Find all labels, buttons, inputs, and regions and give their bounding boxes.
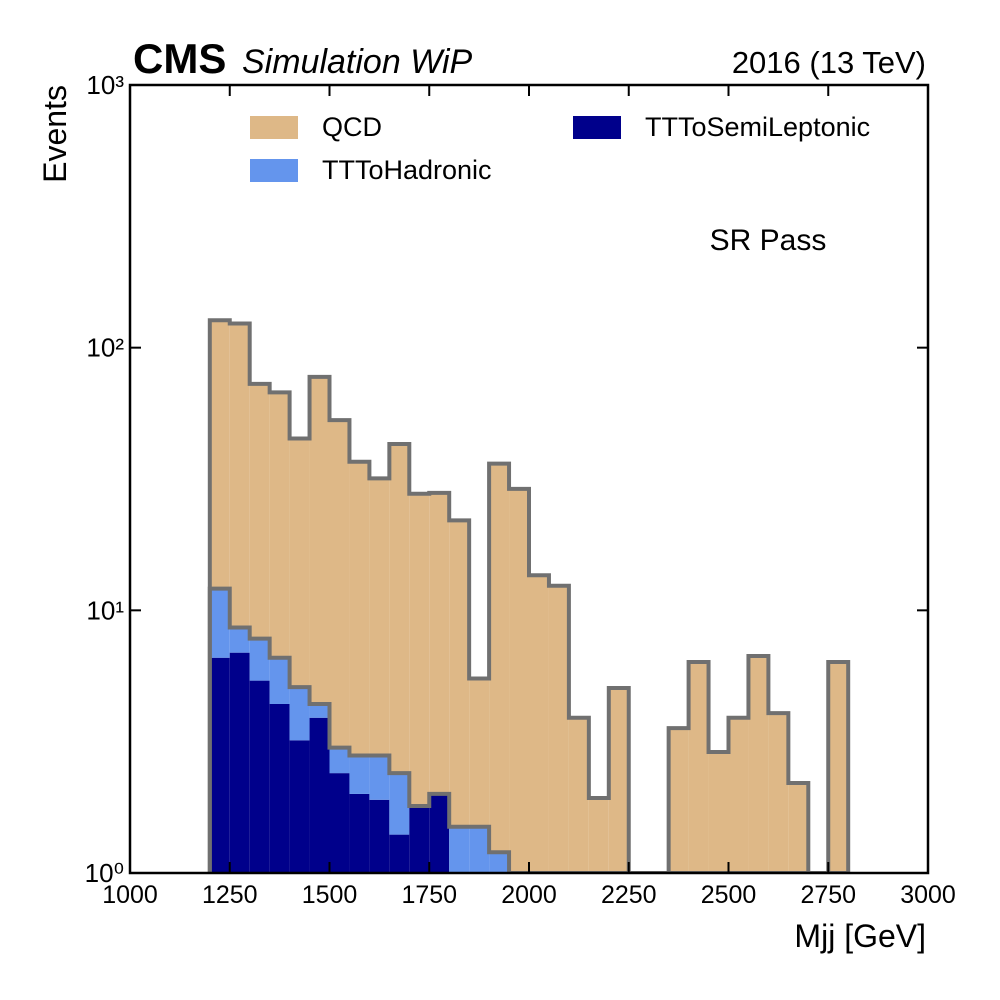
histogram-bar	[229, 627, 250, 653]
histogram-bar	[389, 773, 410, 835]
x-tick-label: 2250	[601, 881, 657, 909]
histogram-bar	[229, 652, 250, 873]
histogram-bar	[329, 747, 350, 774]
x-tick-label: 2000	[501, 881, 557, 909]
histogram-bar	[529, 575, 549, 873]
histogram-bar	[269, 657, 290, 704]
histogram-bar	[369, 755, 390, 800]
stack-outline	[207, 586, 849, 873]
histogram-bar	[329, 773, 350, 873]
y-tick-label: 10¹	[86, 595, 124, 625]
histogram-bar	[369, 478, 390, 756]
histogram-bar	[429, 793, 450, 873]
histogram-bar	[289, 687, 310, 741]
x-axis-label: Mjj [GeV]	[794, 918, 926, 954]
y-tick-label: 10⁰	[85, 858, 124, 888]
legend-label: TTToSemiLeptonic	[645, 112, 870, 142]
histogram-bar	[309, 703, 330, 718]
x-tick-label: 1000	[102, 881, 158, 909]
legend-label: QCD	[322, 112, 382, 142]
histogram-bar	[469, 678, 490, 827]
x-tick-label: 1750	[401, 881, 457, 909]
histogram-bar	[588, 797, 609, 873]
histogram-bar	[469, 826, 490, 873]
histogram-bar	[389, 834, 410, 873]
histogram-bar	[608, 688, 629, 873]
histogram-bar	[229, 323, 250, 628]
histogram-bar	[828, 661, 849, 873]
legend-swatch	[250, 159, 298, 182]
experiment-label: CMS	[133, 35, 226, 82]
x-tick-label: 1250	[202, 881, 258, 909]
legend-swatch	[250, 116, 298, 139]
histogram-bar	[409, 805, 430, 873]
histogram-bar	[269, 392, 290, 658]
x-tick-label: 2500	[701, 881, 757, 909]
histogram-bar	[788, 783, 809, 873]
histogram-bar	[489, 463, 510, 853]
histogram-bar	[409, 493, 430, 806]
histogram-bar	[289, 438, 310, 688]
x-tick-label: 3000	[900, 881, 956, 909]
histogram-bar	[269, 703, 290, 873]
histogram-bar	[449, 826, 470, 873]
histogram-bar	[309, 717, 330, 873]
lumi-label: 2016 (13 TeV)	[732, 45, 926, 80]
histogram-bar	[489, 852, 510, 873]
histogram-bar	[748, 656, 769, 873]
histogram-bar	[688, 661, 709, 873]
histogram-bar	[249, 638, 270, 681]
y-tick-label: 10²	[86, 333, 124, 363]
histogram-bar	[568, 717, 589, 873]
histogram-bar	[668, 728, 689, 873]
histogram-bar	[289, 740, 310, 873]
x-tick-label: 2750	[800, 881, 856, 909]
histogram-bar	[249, 680, 270, 873]
histogram-bar	[548, 585, 569, 873]
histogram-bar	[349, 793, 370, 873]
legend-swatch	[573, 116, 621, 139]
histogram-bar	[449, 520, 470, 827]
stack-outline	[207, 318, 851, 873]
histogram-bar	[509, 488, 529, 873]
legend-label: TTToHadronic	[322, 155, 492, 185]
histogram-bar	[349, 461, 370, 756]
x-tick-label: 1500	[302, 881, 358, 909]
histogram-bar	[369, 799, 390, 873]
y-tick-label: 10³	[86, 70, 124, 100]
histogram-bar	[768, 713, 789, 873]
histogram-bar	[429, 492, 450, 794]
histogram-bar	[209, 588, 230, 658]
histogram-bar	[728, 717, 749, 873]
histogram-bar	[209, 320, 230, 589]
histogram-bar	[329, 420, 350, 748]
histogram-bar	[389, 443, 410, 774]
histogram-bar	[708, 751, 729, 873]
histogram-bar	[309, 376, 330, 704]
histogram-bar	[209, 657, 230, 873]
histogram-bar	[349, 755, 370, 794]
plot-area	[207, 318, 851, 873]
y-axis-label: Events	[37, 85, 73, 183]
region-annotation: SR Pass	[710, 224, 827, 257]
status-label: Simulation WiP	[242, 43, 473, 81]
histogram-bar	[249, 383, 270, 639]
